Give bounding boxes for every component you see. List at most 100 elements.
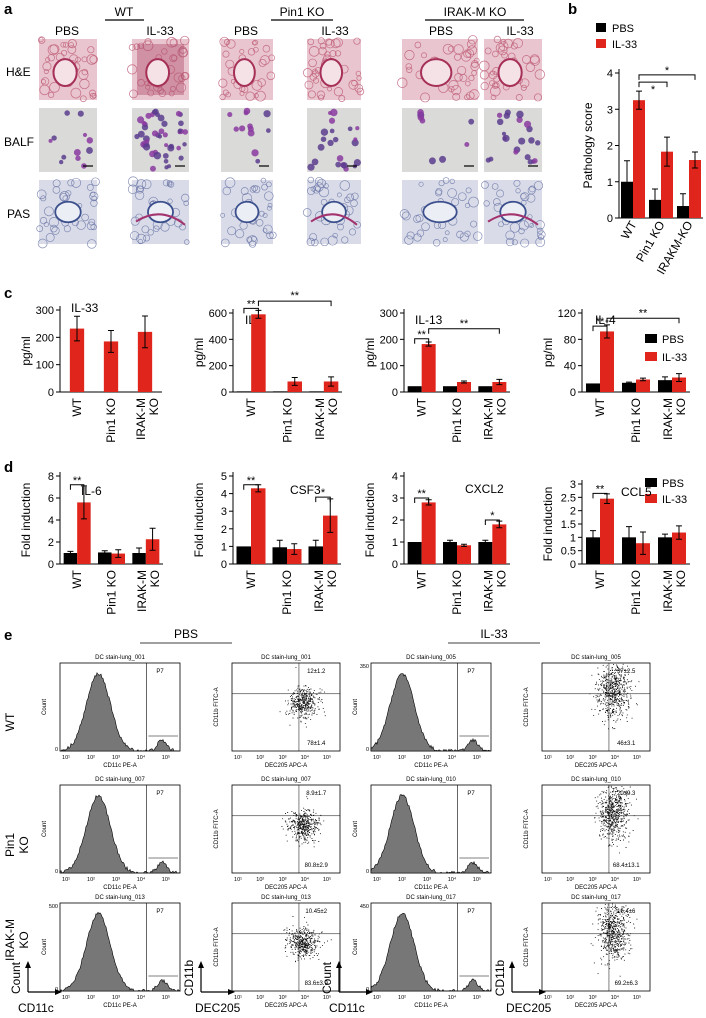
condition-il33-wt: IL-33 (146, 24, 174, 38)
histogram-curve-1-1 (370, 793, 492, 874)
bar-c4-1-1 (636, 379, 650, 392)
chart-title-c4: IL-4 (595, 313, 616, 327)
micrograph-he-3 (303, 37, 365, 102)
x-decade-0-3-4: 10⁵ (633, 754, 641, 761)
plot-title-1-1: DC stain-lung_007 (261, 777, 311, 783)
y-tick-label-d3-2: 2 (392, 515, 398, 527)
error-bar-d3-0-2 (482, 539, 489, 545)
y-tick-label-d4-6: 3 (570, 479, 576, 491)
error-bar-d4-0-1 (626, 526, 632, 549)
y-tick-label-d4-3: 1.5 (561, 519, 576, 531)
chart-d1: 0 2 4 6 8 Fold induction IL-6 WT Pin1 KO IRAK-MKO… (19, 471, 163, 615)
legend-b: PBS IL-33 (596, 23, 637, 51)
row-label-he: H&E (6, 65, 31, 79)
micrograph-pas-5 (481, 179, 546, 248)
error-bar-d1-1-1 (115, 549, 122, 558)
error-bar-d3-1-1 (461, 543, 467, 547)
y-label-b: Pathology score (581, 102, 595, 188)
sig-bracket-d1-0 (69, 484, 85, 490)
y-axis-label-2-3: CD11b FITC-A (524, 927, 530, 966)
dotplot-2-0: DC stain-lung_013 10¹ 10² 10³ 10⁴ 10⁵ DEC205 A… (214, 895, 341, 1009)
category-label-c2-0: WT (244, 397, 258, 416)
x-decade-2-1-0: 10¹ (234, 995, 242, 1001)
y-tick-label-c2-1: 200 (209, 361, 227, 373)
histogram-0-0: DC stain-lung_001 10¹ 10² 10³ 10⁴ 10⁵ CD11c PE… (42, 655, 181, 769)
x-decade-2-3-2: 10³ (589, 995, 597, 1001)
bar-b-1-2 (689, 160, 701, 218)
gate-label-1-1: P7 (467, 791, 475, 797)
category-label-c3-0: WT (415, 397, 429, 416)
axis-label-cd11c-2: CD11c (329, 1001, 365, 1015)
bar-b-1-1 (661, 151, 673, 218)
x-decade-0-2-4: 10⁵ (473, 754, 481, 761)
y-tick-label-d2-5: 5 (221, 471, 227, 483)
bar-c3-0-1 (443, 386, 457, 392)
error-bar-c1-0-2 (142, 315, 148, 349)
y-tick-label-d4-5: 2.5 (561, 492, 576, 504)
micrograph-balf-1 (132, 108, 189, 172)
x-decade-2-0-0: 10¹ (62, 995, 70, 1001)
sig-bracket-b-1 (638, 74, 696, 80)
panel-letter-a: a (4, 1, 13, 18)
x-decade-2-1-3: 10⁴ (301, 994, 310, 1001)
legend-label-il33-d: IL-33 (662, 494, 687, 506)
category-label-c3-1: Pin1 KO (450, 398, 464, 443)
y-tick-label-d4-4: 2 (570, 506, 576, 518)
error-bar-d4-1-1 (640, 531, 646, 555)
error-bar-d1-1-2 (149, 527, 156, 551)
category-label-c4-2: IRAK-MKO (661, 398, 688, 440)
error-bar-c4-1-1 (640, 377, 646, 382)
axis-label-count-1: Count (9, 961, 23, 994)
category-label-c3-2: IRAK-MKO (481, 398, 508, 440)
hist-y0-0-0: 0 (55, 747, 58, 753)
x-axis-label-0-3: DEC205 APC-A (575, 763, 617, 769)
bar-d1-0-1 (98, 552, 112, 564)
category-label-d1-0: WT (70, 569, 84, 588)
bar-c2-0-1 (273, 391, 288, 393)
y-tick-label-d2-2: 2 (221, 524, 227, 536)
x-decade-2-2-3: 10⁴ (448, 994, 457, 1001)
y-tick-label-d3-1: 1 (392, 537, 398, 549)
quad-lower-2-0: 83.6±3.9 (305, 981, 329, 987)
y-tick-label-d1-4: 8 (48, 471, 54, 483)
micrograph-pas-0 (36, 177, 100, 249)
bar-c4-0-2 (658, 380, 672, 392)
y-tick-label-c1-2: 200 (36, 332, 54, 344)
hist-y0-1-0: 0 (55, 869, 58, 875)
axis-label-cd11b-2: CD11b (493, 959, 507, 996)
category-label-c1-1: Pin1 KO (104, 398, 118, 443)
x-decade-0-3-2: 10³ (589, 755, 597, 761)
bar-d4-1-2 (672, 532, 686, 564)
x-decade-1-3-1: 10² (566, 877, 574, 883)
y-label-c1: pg/ml (19, 336, 33, 365)
y-tick-label-d3-4: 4 (392, 471, 398, 483)
x-decade-0-0-1: 10² (87, 755, 95, 761)
legend-c: PBS IL-33 (645, 334, 687, 364)
chart-title-c3: IL-13 (415, 313, 443, 327)
x-decade-0-0-0: 10¹ (62, 755, 70, 761)
error-bar-d1-0-0 (67, 550, 74, 556)
legend-swatch-il33 (596, 39, 606, 48)
x-axis-label-0-1: DEC205 APC-A (265, 763, 307, 769)
error-bar-b-0-1 (652, 188, 658, 212)
quad-upper-0-0: 12±1.2 (307, 669, 326, 675)
bar-d4-0-0 (586, 537, 600, 564)
plot-title-0-3: DC stain-lung_005 (571, 655, 621, 661)
y-tick-label-b-4: 4 (607, 68, 613, 80)
bar-d2-1-1 (287, 549, 302, 564)
histogram-2-1: DC stain-lung_017 10¹ 10² 10³ 10⁴ 10⁵ CD11c PE… (353, 895, 492, 1009)
y-label-c3: pg/ml (363, 338, 377, 367)
chart-title-c1: IL-33 (71, 301, 99, 315)
bar-d3-1-2 (492, 524, 507, 564)
sig-bracket-b-0 (638, 81, 668, 88)
x-decade-2-0-4: 10⁵ (162, 994, 170, 1001)
y-tick-label-c1-1: 100 (36, 360, 54, 372)
x-decade-0-3-1: 10² (566, 755, 574, 761)
row-label-e-pin1: Pin1KO (3, 833, 31, 857)
quad-lower-1-1: 68.4±13.1 (613, 863, 640, 869)
sig-label-d2-1: * (321, 487, 326, 499)
y-tick-label-b-1: 1 (607, 177, 613, 189)
sig-bracket-d3-0 (414, 497, 430, 503)
legend-swatch-pbs-c (645, 334, 657, 343)
x-decade-0-0-2: 10³ (112, 755, 120, 761)
